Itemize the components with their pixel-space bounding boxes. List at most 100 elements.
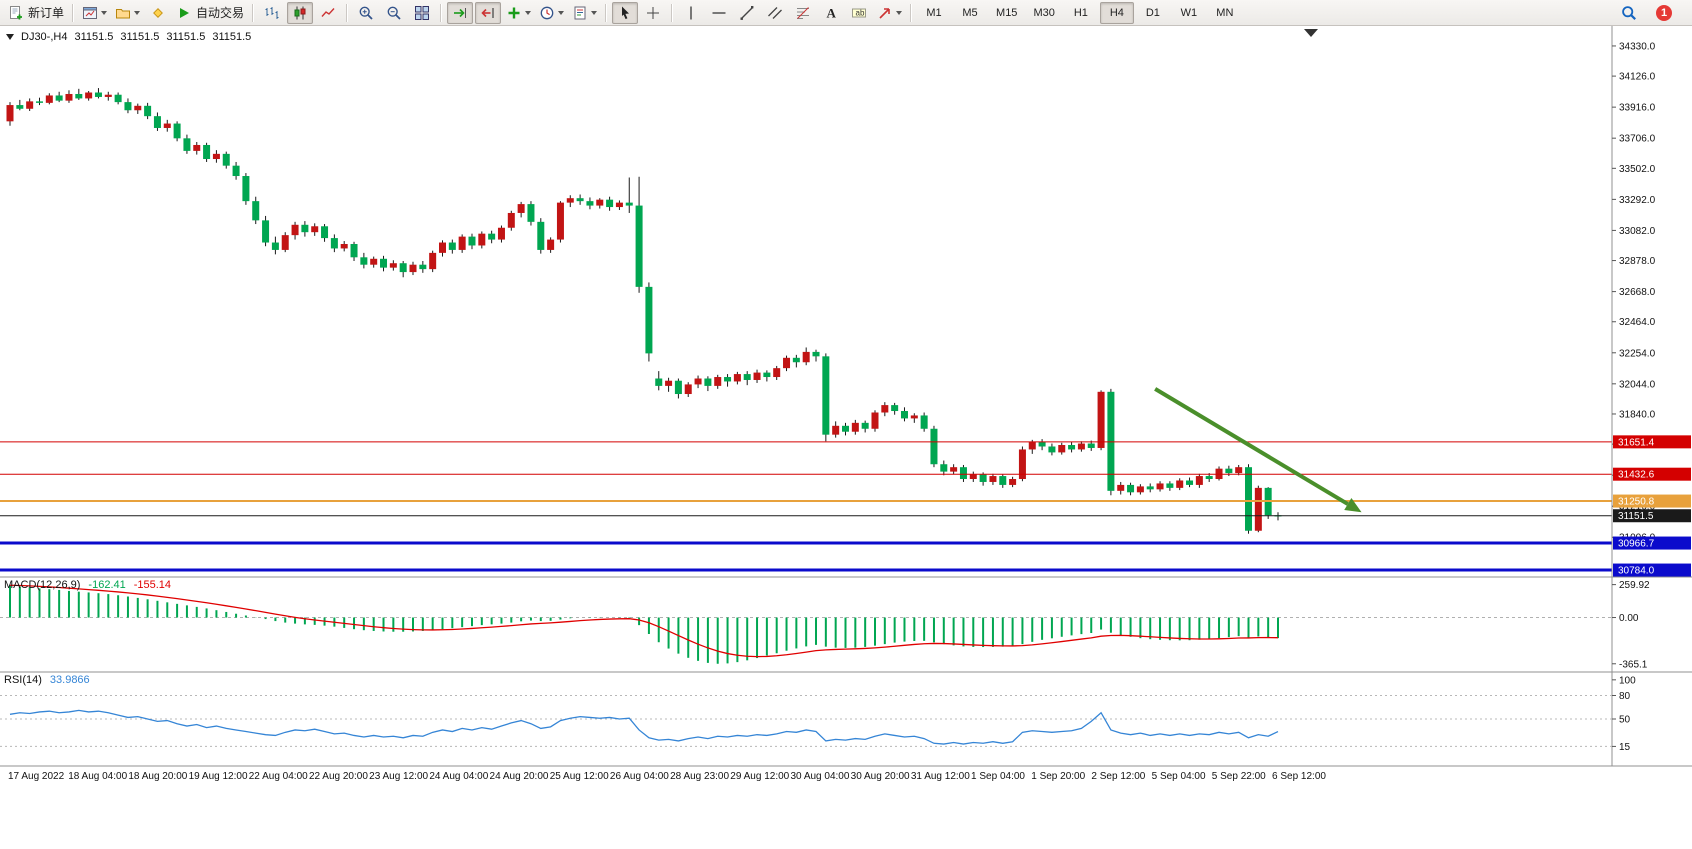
- timeframe-m5-button[interactable]: M5: [962, 6, 978, 19]
- hline-icon: [711, 5, 727, 21]
- toolbar-separator: [671, 3, 674, 22]
- svg-text:31651.4: 31651.4: [1618, 437, 1655, 448]
- trendline-icon: [739, 5, 755, 21]
- tile-icon: [414, 5, 430, 21]
- price-tag-31250.8: [1613, 494, 1691, 508]
- time-label: 31 Aug 12:00: [910, 771, 970, 782]
- rsi-title: RSI(14): [4, 674, 42, 686]
- time-label: 28 Aug 23:00: [670, 771, 730, 782]
- templates-button[interactable]: [569, 2, 600, 24]
- timeframe-m1-button[interactable]: M1: [926, 6, 942, 19]
- dropdown-caret-icon: [558, 10, 565, 15]
- time-label: 24 Aug 04:00: [429, 771, 489, 782]
- time-label: 18 Aug 04:00: [68, 771, 128, 782]
- dropdown-caret-icon: [525, 10, 532, 15]
- time-label: 24 Aug 20:00: [489, 771, 549, 782]
- periods-button[interactable]: [536, 2, 567, 24]
- chart-area: 34330.0 34126.0 33916.0 33706.0 33502.0 33292…: [0, 26, 1692, 849]
- vertical-line-button[interactable]: [678, 2, 704, 24]
- auto-scroll-icon: [452, 5, 468, 21]
- timeframe-h1-button[interactable]: H1: [1073, 6, 1088, 19]
- svg-text:34126.0: 34126.0: [1619, 72, 1656, 83]
- timeframe-mn-button[interactable]: MN: [1216, 6, 1234, 19]
- equidistant-channel-button[interactable]: [762, 2, 788, 24]
- dropdown-caret-icon: [101, 10, 108, 15]
- text-button[interactable]: A: [818, 2, 844, 24]
- svg-text:A: A: [827, 5, 837, 20]
- new-order-button[interactable]: 新订单: [5, 2, 67, 24]
- cursor-button[interactable]: [612, 1, 639, 24]
- tile-windows-button[interactable]: [409, 2, 435, 24]
- time-label: 26 Aug 04:00: [609, 771, 669, 782]
- chart-shift-icon: [480, 5, 496, 21]
- notifications-button[interactable]: 1: [1651, 2, 1677, 24]
- time-axis[interactable]: 17 Aug 2022 18 Aug 04:00 18 Aug 20:00 19 Au…: [0, 766, 1692, 788]
- crosshair-icon: [645, 5, 661, 21]
- dropdown-caret-icon: [896, 10, 903, 15]
- text-label-button[interactable]: ab: [846, 2, 872, 24]
- toolbar-separator: [346, 3, 349, 22]
- time-label: 5 Sep 22:00: [1211, 771, 1266, 782]
- macd-histogram: [9, 585, 1279, 664]
- svg-text:30784.0: 30784.0: [1618, 566, 1655, 577]
- periods-icon: [539, 5, 555, 21]
- timeframe-w1-button[interactable]: W1: [1180, 6, 1198, 19]
- time-label: 25 Aug 12:00: [549, 771, 609, 782]
- fibonacci-button[interactable]: [790, 2, 816, 24]
- svg-text:30966.7: 30966.7: [1618, 539, 1655, 550]
- candlesticks: [6, 88, 1282, 534]
- bar-chart-button[interactable]: [259, 2, 285, 24]
- time-label: 17 Aug 2022: [8, 771, 65, 782]
- zoom-in-button[interactable]: [353, 2, 379, 24]
- toolbar-right: 1: [1615, 2, 1688, 24]
- svg-text:32878.0: 32878.0: [1619, 256, 1656, 267]
- chart-shift-button[interactable]: [475, 1, 502, 24]
- metaeditor-button[interactable]: [145, 2, 171, 24]
- trendline-button[interactable]: [734, 2, 760, 24]
- vline-icon: [683, 5, 699, 21]
- new-chart-button[interactable]: [79, 2, 110, 24]
- search-button[interactable]: [1616, 2, 1642, 24]
- one-click-trading-toggle[interactable]: [6, 34, 14, 40]
- macd-value: -162.41: [88, 579, 126, 591]
- notification-badge: 1: [1656, 4, 1672, 21]
- svg-text:32668.0: 32668.0: [1619, 287, 1656, 298]
- chart-shift-marker[interactable]: [1304, 29, 1318, 37]
- svg-text:32044.0: 32044.0: [1619, 379, 1656, 390]
- dropdown-caret-icon: [134, 10, 141, 15]
- chart-canvas[interactable]: 34330.0 34126.0 33916.0 33706.0 33502.0 33292…: [0, 26, 1692, 849]
- svg-text:33916.0: 33916.0: [1619, 103, 1656, 114]
- indicators-button[interactable]: [503, 2, 534, 24]
- arrows-button[interactable]: [874, 2, 905, 24]
- trend-arrow[interactable]: [1154, 387, 1362, 513]
- line-chart-button[interactable]: [315, 2, 341, 24]
- timeframe-m15-button[interactable]: M15: [996, 6, 1018, 19]
- horizontal-line-button[interactable]: [706, 2, 732, 24]
- candlestick-chart-button[interactable]: [287, 1, 314, 24]
- crosshair-button[interactable]: [640, 2, 666, 24]
- fibonacci-icon: [795, 5, 811, 21]
- indicators-icon: [506, 5, 522, 21]
- time-label: 22 Aug 20:00: [308, 771, 368, 782]
- svg-text:31151.5: 31151.5: [1618, 511, 1654, 522]
- profiles-button[interactable]: [112, 2, 143, 24]
- metaeditor-icon: [150, 5, 166, 21]
- ohlc-low: 31151.5: [166, 31, 206, 43]
- autotrading-button-label: 自动交易: [196, 6, 245, 20]
- rsi-line: [9, 709, 1279, 745]
- cursor-icon: [617, 5, 633, 21]
- timeframe-h4-button[interactable]: H4: [1099, 1, 1134, 24]
- timeframe-m30-button[interactable]: M30: [1033, 6, 1055, 19]
- svg-text:33502.0: 33502.0: [1619, 164, 1656, 175]
- time-label: 18 Aug 20:00: [128, 771, 188, 782]
- svg-text:32254.0: 32254.0: [1619, 348, 1656, 359]
- time-label: 19 Aug 12:00: [188, 771, 248, 782]
- autotrading-button[interactable]: 自动交易: [173, 2, 247, 24]
- zoom-out-button[interactable]: [381, 2, 407, 24]
- svg-text:33082.0: 33082.0: [1619, 226, 1656, 237]
- svg-text:259.92: 259.92: [1619, 580, 1650, 591]
- auto-scroll-button[interactable]: [447, 1, 474, 24]
- timeframe-d1-button[interactable]: D1: [1145, 6, 1160, 19]
